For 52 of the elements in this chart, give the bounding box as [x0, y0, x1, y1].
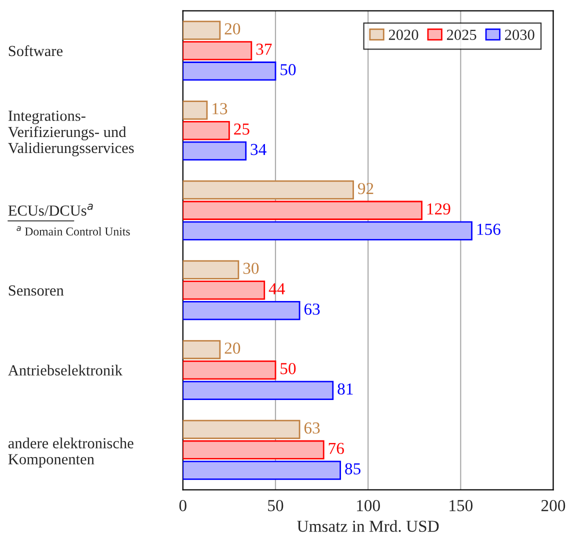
data-label: 37	[256, 44, 272, 55]
y-tick-label: andere elektronische Komponenten	[8, 438, 134, 468]
x-tick-label: 150	[450, 500, 473, 512]
text: $^{a}$ Domain Control Units	[16, 226, 130, 236]
data-label: 30	[243, 262, 259, 274]
legend-label: 2030	[505, 30, 534, 40]
y-tick-label: Software	[8, 45, 63, 56]
y-tick-label: ECUs/DCUs$^{a}$	[8, 204, 93, 216]
bar	[182, 221, 472, 240]
data-label: 156	[477, 224, 500, 235]
data-label: 20	[224, 23, 240, 34]
bar	[182, 380, 334, 400]
bar	[182, 200, 422, 220]
bar	[182, 301, 300, 320]
bar	[182, 420, 300, 440]
data-label: 63	[304, 304, 320, 315]
data-label: 13	[212, 103, 228, 114]
x-tick-label: 100	[357, 500, 380, 512]
data-label: 85	[345, 463, 360, 474]
legend-label: 2020	[388, 30, 418, 40]
bar	[182, 41, 252, 60]
data-label: 44	[268, 283, 285, 294]
legend-label: 2025	[446, 30, 476, 40]
data-label: 81	[338, 383, 353, 395]
bar	[182, 20, 221, 40]
bar	[182, 460, 341, 480]
data-label: 129	[427, 203, 450, 215]
data-label: 25	[234, 124, 250, 135]
data-label: 50	[280, 64, 296, 76]
x-axis-title: Umsatz in Mrd. USD	[297, 520, 439, 532]
bar	[182, 180, 354, 200]
bar	[182, 260, 240, 280]
bar	[182, 360, 276, 380]
bar	[182, 440, 324, 460]
data-label: 34	[250, 144, 266, 156]
x-tick-label: 50	[268, 500, 284, 512]
bar	[182, 100, 208, 120]
data-label: 63	[304, 422, 320, 434]
data-label: 76	[328, 442, 344, 454]
y-tick-label: Sensoren	[8, 285, 64, 296]
data-label: 20	[224, 342, 240, 354]
bar	[182, 141, 247, 161]
x-tick-label: 200	[541, 500, 566, 512]
bar	[182, 62, 276, 81]
data-label: 50	[280, 362, 296, 374]
y-tick-label: Integrations- Verifizierungs- und Validierungsservices	[8, 110, 134, 156]
bar	[182, 120, 230, 140]
bar	[182, 340, 221, 360]
data-label: 92	[358, 182, 374, 194]
x-tick-label: 0	[179, 500, 186, 512]
bar	[182, 280, 266, 300]
y-tick-label: Antriebselektronik	[8, 364, 122, 376]
